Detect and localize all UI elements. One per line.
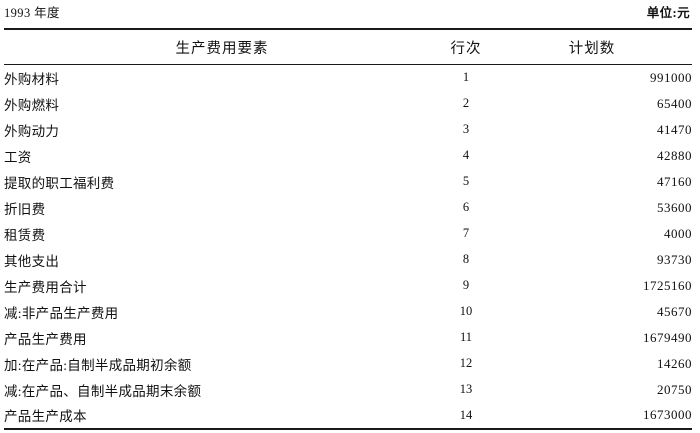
cell-line-number: 2 (462, 96, 470, 110)
cell-cost-element: 加:在产品:自制半成品期初余额 (4, 357, 192, 373)
cell-cost-element: 工资 (4, 149, 32, 165)
table-row: 工资 4 42880 (4, 143, 692, 169)
cell-line-number: 9 (462, 278, 470, 292)
cell-planned-amount: 1679490 (643, 329, 692, 345)
cell-planned-amount: 41470 (657, 121, 692, 137)
cell-cost-element: 其他支出 (4, 253, 60, 269)
cell-planned-amount: 1673000 (643, 407, 692, 422)
cell-planned-amount: 42880 (657, 147, 692, 163)
cell-cost-element: 租赁费 (4, 227, 46, 243)
cell-line-number: 1 (462, 70, 470, 85)
cell-cost-element: 外购材料 (4, 71, 60, 87)
table-row: 其他支出 8 93730 (4, 247, 692, 273)
cell-planned-amount: 45670 (657, 303, 692, 319)
table-row: 外购材料 1 991000 (4, 65, 692, 91)
production-cost-table-wrapper: 生产费用要素 行次 计划数 外购材料 1 991000 外购燃料 2 65400 外购动力 3… (4, 28, 692, 430)
cell-cost-element: 外购动力 (4, 123, 60, 139)
cell-planned-amount: 1725160 (643, 277, 692, 293)
column-header-line-number: 行次 (450, 40, 482, 57)
unit-label: 单位:元 (646, 6, 690, 20)
cell-line-number: 13 (459, 382, 473, 396)
cell-planned-amount: 93730 (657, 251, 692, 267)
cell-line-number: 7 (462, 226, 470, 240)
cell-cost-element: 生产费用合计 (4, 279, 87, 295)
table-body: 外购材料 1 991000 外购燃料 2 65400 外购动力 3 41470 工资 4 42880 提… (4, 65, 692, 429)
cell-planned-amount: 14260 (657, 355, 692, 371)
cell-cost-element: 折旧费 (4, 201, 46, 217)
cell-line-number: 11 (459, 330, 473, 344)
table-row: 生产费用合计 9 1725160 (4, 273, 692, 299)
table-row: 产品生产费用 11 1679490 (4, 325, 692, 351)
column-header-cost-element: 生产费用要素 (175, 40, 269, 57)
cell-planned-amount: 47160 (657, 173, 692, 189)
cell-planned-amount: 991000 (650, 69, 692, 85)
table-row: 折旧费 6 53600 (4, 195, 692, 221)
cell-cost-element: 减:在产品、自制半成品期末余额 (4, 383, 202, 399)
cell-planned-amount: 53600 (657, 199, 692, 215)
table-row: 减:在产品、自制半成品期末余额 13 20750 (4, 377, 692, 403)
cell-line-number: 10 (459, 304, 473, 318)
production-cost-table: 生产费用要素 行次 计划数 外购材料 1 991000 外购燃料 2 65400 外购动力 3… (4, 28, 692, 430)
table-row: 产品生产成本 14 1673000 (4, 403, 692, 429)
cell-line-number: 8 (462, 252, 470, 266)
cell-line-number: 3 (462, 122, 470, 136)
cell-line-number: 6 (462, 200, 470, 214)
table-header-row: 生产费用要素 行次 计划数 (4, 29, 692, 65)
table-header: 生产费用要素 行次 计划数 (4, 29, 692, 65)
table-row: 租赁费 7 4000 (4, 221, 692, 247)
cell-line-number: 14 (459, 407, 473, 422)
cell-line-number: 12 (459, 356, 473, 370)
cell-planned-amount: 65400 (657, 95, 692, 111)
cell-cost-element: 提取的职工福利费 (4, 175, 115, 191)
table-row: 提取的职工福利费 5 47160 (4, 169, 692, 195)
table-row: 加:在产品:自制半成品期初余额 12 14260 (4, 351, 692, 377)
cell-cost-element: 产品生产成本 (4, 409, 87, 424)
table-row: 外购燃料 2 65400 (4, 91, 692, 117)
table-row: 外购动力 3 41470 (4, 117, 692, 143)
cell-planned-amount: 20750 (657, 381, 692, 397)
cell-planned-amount: 4000 (664, 225, 692, 241)
cell-cost-element: 外购燃料 (4, 97, 60, 113)
column-header-planned-amount: 计划数 (568, 40, 616, 57)
cell-cost-element: 减:非产品生产费用 (4, 305, 119, 321)
cell-line-number: 5 (462, 174, 470, 188)
cell-cost-element: 产品生产费用 (4, 331, 87, 347)
table-caption: 1993 年度 单位:元 (0, 2, 700, 26)
cell-line-number: 4 (462, 148, 470, 162)
table-row: 减:非产品生产费用 10 45670 (4, 299, 692, 325)
period-label: 1993 年度 (4, 6, 60, 20)
